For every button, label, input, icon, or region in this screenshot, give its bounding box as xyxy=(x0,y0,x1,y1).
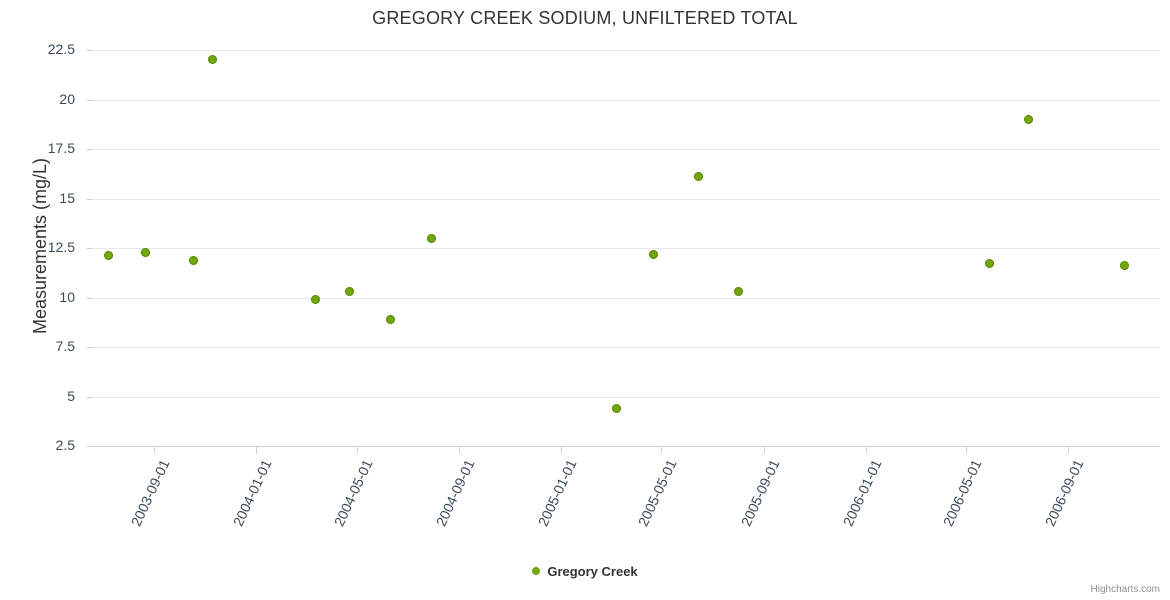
y-tick-label: 10 xyxy=(59,288,75,305)
y-tick-mark xyxy=(87,297,92,299)
y-tick-label: 7.5 xyxy=(55,338,75,354)
y-tick-label: 15 xyxy=(59,189,75,206)
data-point[interactable] xyxy=(188,256,198,266)
data-point[interactable] xyxy=(427,233,437,243)
y-tick-label: 17.5 xyxy=(47,140,75,156)
x-tick-label: 2006-09-01 xyxy=(1041,457,1087,529)
legend-item-label: Gregory Creek xyxy=(547,564,638,580)
data-point[interactable] xyxy=(103,251,113,261)
y-tick-mark xyxy=(87,347,92,348)
x-tick-label: 2005-01-01 xyxy=(534,457,580,529)
x-tick-mark xyxy=(1068,447,1070,454)
x-tick-label: 2003-09-01 xyxy=(127,457,173,529)
x-tick-mark xyxy=(965,447,967,454)
x-tick-mark xyxy=(153,447,155,454)
x-tick-mark xyxy=(356,447,358,454)
data-point[interactable] xyxy=(207,55,217,65)
y-tick-label: 20 xyxy=(59,90,75,107)
plot-area xyxy=(93,50,1160,447)
gridline xyxy=(93,198,1160,200)
x-tick-label: 2004-05-01 xyxy=(330,457,376,529)
gridline xyxy=(93,50,1160,51)
x-tick-label: 2004-09-01 xyxy=(432,457,478,529)
y-tick-label: 22.5 xyxy=(47,41,75,57)
data-point[interactable] xyxy=(1023,114,1033,124)
y-tick-mark xyxy=(87,99,92,101)
data-point[interactable] xyxy=(985,259,995,269)
y-tick-mark xyxy=(87,446,92,447)
gridline xyxy=(93,99,1160,101)
x-tick-mark xyxy=(865,447,867,454)
gridline xyxy=(93,149,1160,150)
data-point[interactable] xyxy=(344,287,354,297)
data-point[interactable] xyxy=(311,294,321,304)
x-axis-line xyxy=(93,446,1160,447)
y-tick-mark xyxy=(87,248,92,249)
x-tick-label: 2004-01-01 xyxy=(229,457,275,529)
y-tick-mark xyxy=(87,396,92,398)
x-tick-mark xyxy=(561,447,562,454)
legend-items: Gregory Creek xyxy=(0,562,1170,580)
data-point[interactable] xyxy=(141,248,151,258)
x-tick-label: 2005-05-01 xyxy=(634,457,680,529)
y-tick-label: 5 xyxy=(67,387,75,404)
data-point[interactable] xyxy=(734,287,744,297)
y-tick-mark xyxy=(87,149,92,150)
data-point[interactable] xyxy=(649,250,659,260)
x-tick-label: 2006-05-01 xyxy=(939,457,985,529)
legend-item[interactable]: Gregory Creek xyxy=(532,563,638,580)
y-tick-label: 2.5 xyxy=(55,437,75,453)
y-tick-mark xyxy=(87,198,92,200)
x-tick-mark xyxy=(255,447,257,454)
gridline xyxy=(93,248,1160,249)
y-tick-label: 12.5 xyxy=(47,239,75,255)
highcharts-credits[interactable]: Highcharts.com xyxy=(1090,584,1160,595)
chart-legend: Gregory Creek xyxy=(0,562,1170,580)
x-tick-label: 2005-09-01 xyxy=(737,457,783,529)
data-point[interactable] xyxy=(1120,261,1130,271)
gridline xyxy=(93,347,1160,348)
x-tick-label: 2006-01-01 xyxy=(839,457,885,529)
legend-marker-icon xyxy=(532,566,541,575)
gridline xyxy=(93,297,1160,299)
data-point[interactable] xyxy=(694,172,704,182)
x-tick-mark xyxy=(661,447,663,454)
x-tick-mark xyxy=(459,447,461,454)
y-tick-mark xyxy=(87,50,92,51)
x-tick-mark xyxy=(763,447,765,454)
chart-title: GREGORY CREEK SODIUM, UNFILTERED TOTAL xyxy=(372,8,798,28)
data-point[interactable] xyxy=(612,403,622,413)
data-point[interactable] xyxy=(386,314,396,324)
gridline xyxy=(93,396,1160,398)
